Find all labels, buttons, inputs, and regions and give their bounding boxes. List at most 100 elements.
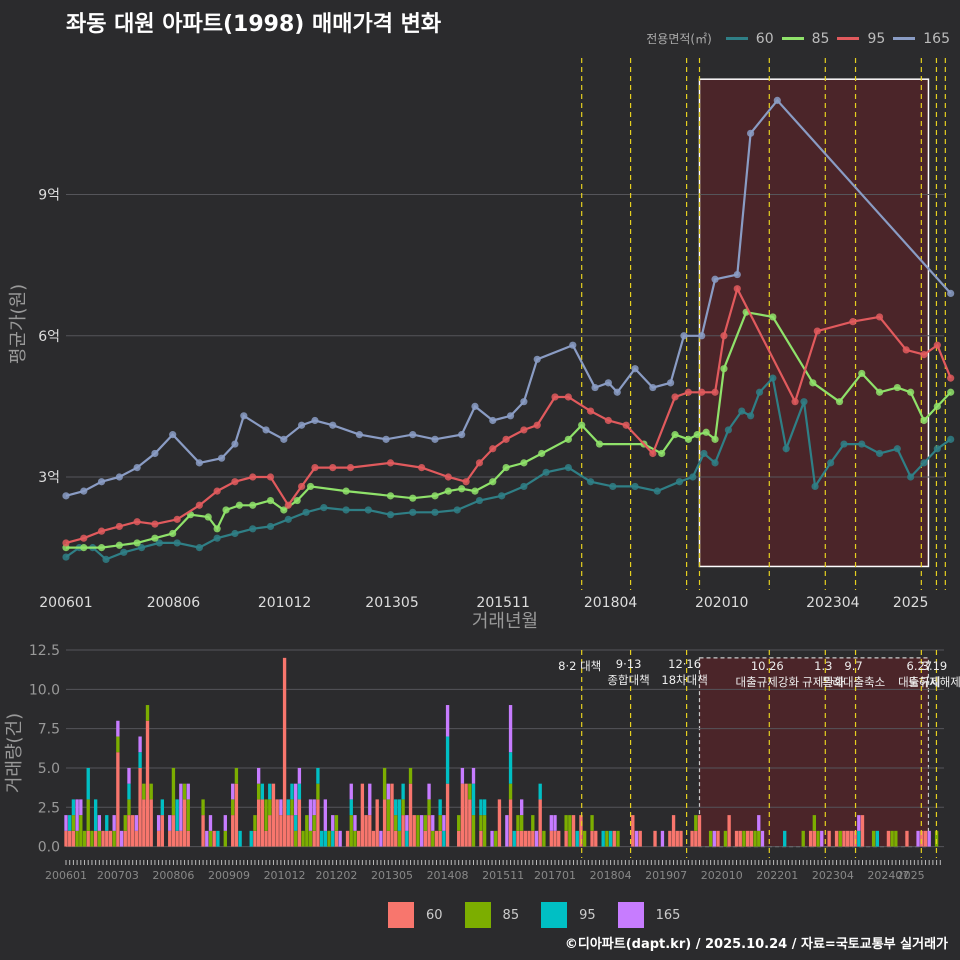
data-point-165 bbox=[240, 412, 248, 420]
legend-item-85: 85 bbox=[781, 31, 829, 47]
data-point-95 bbox=[386, 459, 395, 467]
volume-bar bbox=[382, 799, 387, 847]
volume-bar bbox=[590, 815, 594, 831]
volume-bar bbox=[842, 830, 846, 847]
data-point-60 bbox=[431, 508, 439, 516]
data-point-60 bbox=[631, 482, 639, 491]
data-point-60 bbox=[893, 445, 901, 453]
volume-bar bbox=[520, 815, 524, 831]
price-chart: 3억 6억 9억 200601 200806 201012 201305 201511 2018… bbox=[8, 58, 955, 632]
data-point-165 bbox=[458, 431, 466, 439]
volume-legend: 60 85 95 165 bbox=[388, 902, 702, 928]
data-point-95 bbox=[418, 463, 426, 472]
volume-bar bbox=[97, 815, 102, 831]
volume-bar bbox=[256, 799, 261, 847]
x-tick-label: 200806 bbox=[147, 595, 201, 611]
data-point-85 bbox=[538, 449, 546, 458]
volume-bar bbox=[382, 767, 387, 800]
data-point-165 bbox=[649, 383, 657, 392]
volume-bar bbox=[71, 830, 76, 847]
y-tick-label: 6억 bbox=[38, 329, 60, 345]
volume-x-tick-label: 201701 bbox=[534, 869, 576, 882]
volume-bar bbox=[116, 752, 120, 847]
volume-bar bbox=[594, 830, 598, 847]
data-point-85 bbox=[293, 496, 301, 505]
volume-bar bbox=[112, 830, 116, 847]
volume-bar bbox=[119, 830, 124, 847]
volume-bar bbox=[368, 783, 372, 816]
data-point-165 bbox=[471, 402, 479, 410]
volume-y-tick-label: 2.5 bbox=[38, 800, 60, 816]
volume-x-tick-label: 201804 bbox=[590, 869, 632, 882]
data-point-95 bbox=[711, 388, 719, 396]
data-point-95 bbox=[249, 473, 257, 481]
volume-bar bbox=[264, 799, 268, 831]
volume-bar bbox=[516, 830, 520, 847]
data-point-95 bbox=[475, 459, 484, 467]
legend-title: 전용면적(㎡) bbox=[646, 32, 712, 46]
volume-bar bbox=[405, 830, 409, 847]
volume-bar bbox=[134, 830, 139, 847]
x-tick-label: 201804 bbox=[584, 595, 638, 611]
x-tick-label: 2025 bbox=[893, 595, 929, 611]
volume-bar bbox=[208, 830, 213, 847]
data-point-165 bbox=[431, 435, 439, 443]
data-point-85 bbox=[115, 541, 123, 549]
volume-legend-item-95: 95 bbox=[541, 902, 596, 928]
volume-bar bbox=[360, 783, 365, 847]
policy-annotation: 규제완화 bbox=[802, 675, 845, 689]
volume-bar bbox=[520, 830, 524, 847]
volume-bar bbox=[423, 815, 428, 831]
volume-bar bbox=[905, 830, 909, 847]
data-point-95 bbox=[564, 393, 572, 401]
volume-bar bbox=[375, 799, 379, 847]
volume-bar bbox=[105, 830, 109, 847]
data-point-60 bbox=[689, 473, 697, 481]
volume-bar bbox=[275, 799, 279, 847]
data-point-60 bbox=[827, 459, 835, 467]
data-point-60 bbox=[320, 504, 328, 512]
volume-bar bbox=[482, 815, 487, 847]
volume-bar bbox=[508, 705, 513, 753]
volume-bar bbox=[760, 830, 765, 847]
data-point-60 bbox=[858, 440, 866, 448]
volume-legend-item-165: 165 bbox=[617, 902, 680, 928]
legend-swatch-95 bbox=[837, 37, 860, 40]
data-point-60 bbox=[213, 534, 221, 542]
volume-bar bbox=[271, 783, 276, 847]
volume-bar bbox=[419, 815, 424, 847]
volume-bar bbox=[260, 799, 265, 847]
data-point-165 bbox=[533, 355, 541, 363]
volume-bar bbox=[223, 830, 227, 847]
volume-bar bbox=[353, 815, 357, 831]
volume-bar bbox=[820, 830, 824, 847]
policy-annotation: 9.7 bbox=[844, 659, 862, 673]
volume-bar bbox=[338, 830, 342, 847]
volume-bar bbox=[427, 799, 431, 816]
data-point-60 bbox=[564, 463, 572, 472]
volume-bar bbox=[812, 815, 817, 831]
data-point-85 bbox=[444, 487, 452, 495]
data-point-85 bbox=[489, 478, 497, 486]
data-point-60 bbox=[120, 548, 128, 556]
volume-bar bbox=[301, 830, 305, 847]
volume-bar bbox=[116, 720, 120, 737]
volume-bar bbox=[86, 830, 90, 847]
volume-bar bbox=[149, 783, 153, 800]
volume-bar bbox=[327, 830, 331, 847]
data-point-60 bbox=[155, 539, 163, 547]
volume-bar bbox=[379, 830, 383, 847]
volume-legend-label-95: 95 bbox=[579, 907, 596, 923]
volume-bar bbox=[175, 799, 179, 831]
data-point-165 bbox=[409, 431, 417, 439]
volume-bar bbox=[145, 705, 150, 721]
volume-bar bbox=[238, 830, 242, 847]
data-point-85 bbox=[169, 529, 177, 538]
data-point-85 bbox=[502, 463, 510, 472]
volume-legend-item-85: 85 bbox=[464, 902, 519, 928]
data-point-95 bbox=[902, 346, 910, 354]
legend-swatch-85 bbox=[781, 37, 804, 40]
volume-bar bbox=[582, 830, 587, 847]
volume-bar bbox=[68, 830, 72, 847]
volume-bar bbox=[160, 799, 164, 816]
